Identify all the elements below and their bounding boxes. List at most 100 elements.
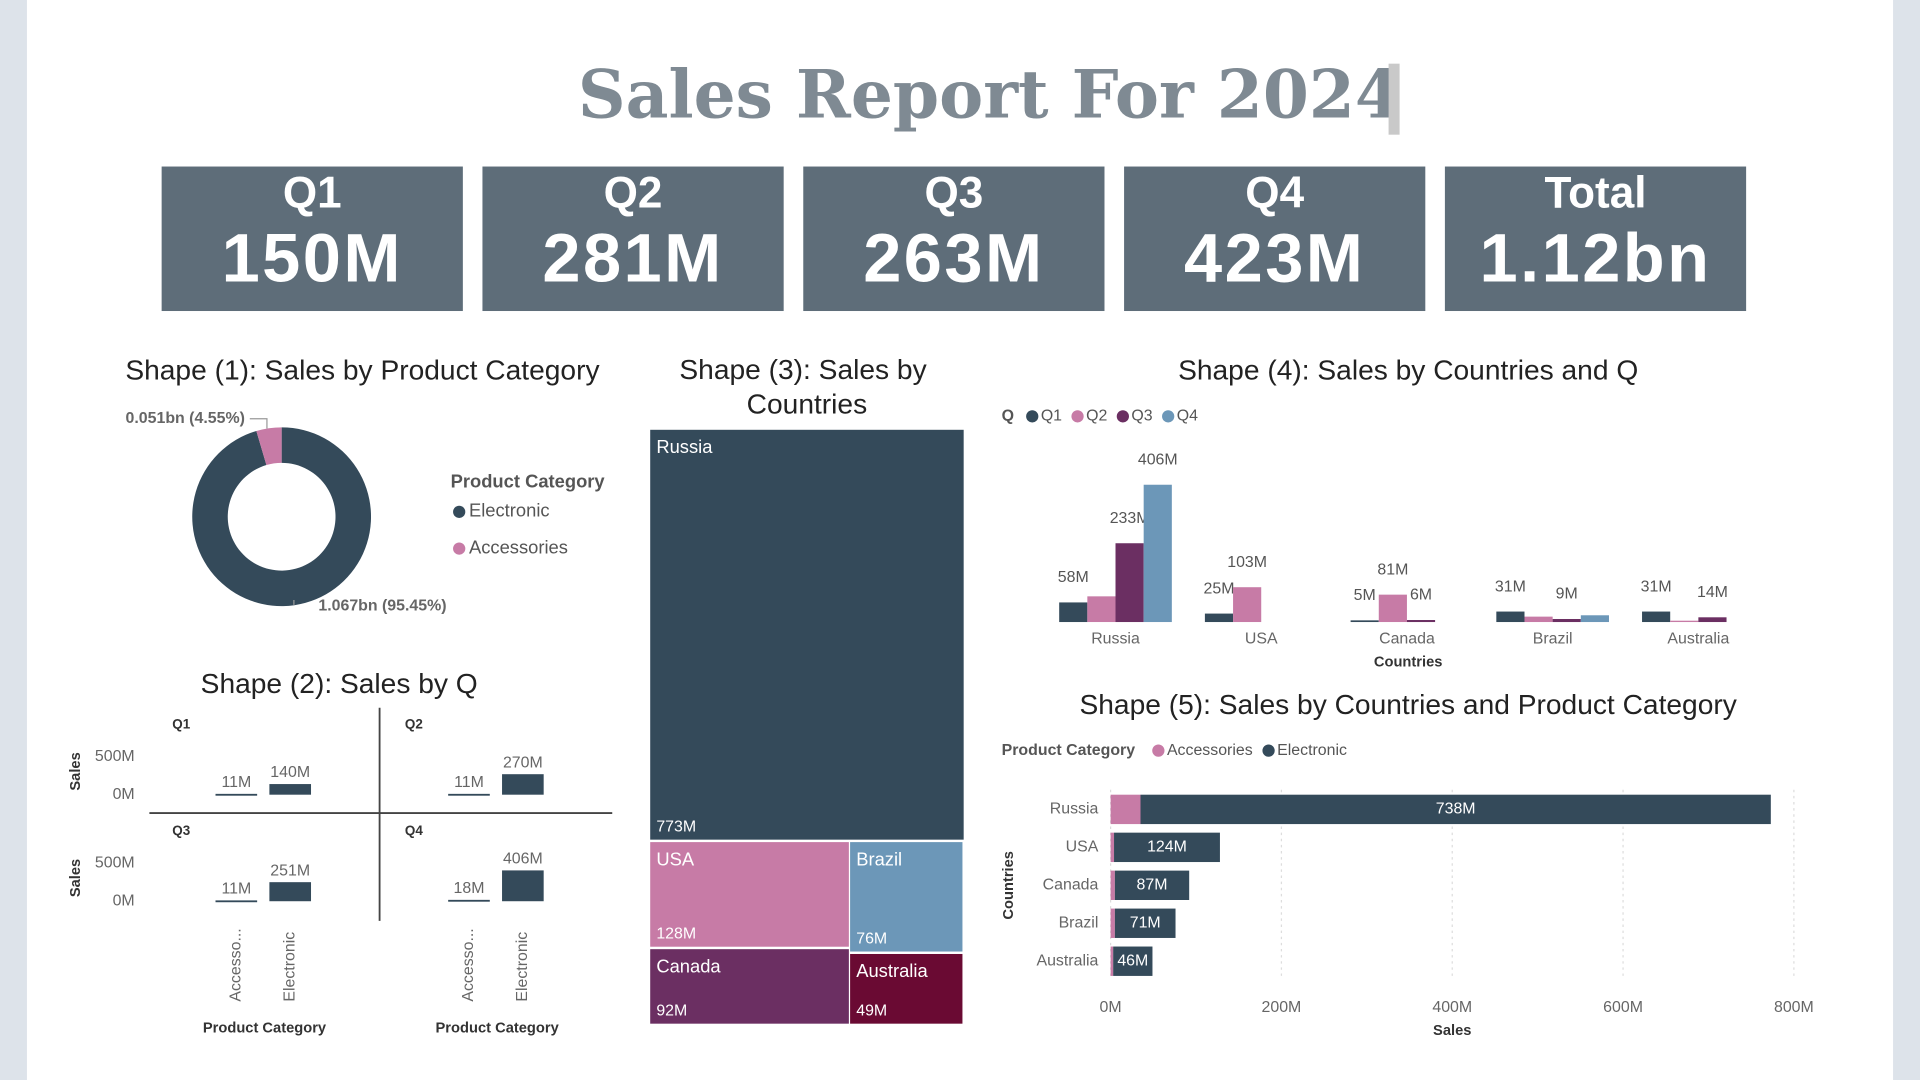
y-tick-label: Canada: [1043, 877, 1099, 894]
bar-segment: [1110, 870, 1115, 900]
legend-swatch: [1026, 410, 1039, 423]
x-axis-label: Product Category: [436, 1020, 560, 1036]
bar: [1670, 620, 1699, 623]
data-label: 81M: [1377, 561, 1408, 578]
legend-label: Q4: [1177, 408, 1198, 425]
x-tick-label: Russia: [1091, 630, 1140, 647]
kpi-value: 263M: [863, 219, 1044, 296]
legend-label: Accessories: [469, 536, 568, 557]
chart-title: Shape (3): Sales by Countries: [679, 355, 934, 420]
x-tick-label: 800M: [1774, 999, 1814, 1016]
data-label: 251M: [270, 862, 310, 879]
title-cursor: [1388, 63, 1400, 135]
bar-segment: [1110, 794, 1141, 825]
chart-title: Shape (2): Sales by Q: [201, 668, 478, 699]
x-tick-label: Electronic: [281, 932, 298, 1002]
kpi-card: [803, 166, 1105, 312]
y-axis-label: Sales: [68, 859, 84, 897]
y-tick-label: 500M: [95, 748, 135, 765]
data-label: 406M: [503, 851, 543, 868]
bar-segment: [1140, 794, 1771, 825]
treemap-cell: [850, 953, 963, 1024]
bar: [269, 882, 312, 902]
data-label: 738M: [1436, 801, 1476, 818]
bar-segment: [1114, 832, 1220, 863]
y-tick-label: USA: [1066, 839, 1099, 856]
legend-label: Electronic: [469, 500, 550, 521]
panel-title: Q3: [172, 823, 190, 838]
y-axis-label: Sales: [68, 752, 84, 790]
bar: [1580, 615, 1609, 623]
chart-title: Shape (4): Sales by Countries and Q: [1178, 355, 1638, 386]
legend-swatch: [1262, 744, 1275, 757]
data-label: 140M: [270, 764, 310, 781]
kpi-value: 281M: [542, 219, 723, 296]
bar-segment: [1113, 946, 1153, 976]
treemap-cell: [650, 949, 849, 1024]
treemap-cell: [650, 842, 849, 947]
y-tick-label: 0M: [113, 892, 135, 909]
y-tick-label: Australia: [1036, 952, 1098, 969]
cell-label: Brazil: [856, 848, 902, 869]
x-tick-label: 600M: [1603, 999, 1643, 1016]
cell-value: 76M: [856, 930, 887, 947]
data-label: 87M: [1137, 877, 1168, 894]
bar: [1552, 618, 1581, 623]
bar: [1642, 611, 1671, 623]
slice-label: 1.067bn (95.45%): [318, 597, 446, 614]
legend-swatch: [1116, 410, 1129, 423]
x-tick-label: 400M: [1432, 999, 1472, 1016]
kpi-value: 150M: [222, 219, 403, 296]
data-label: 5M: [1354, 587, 1376, 604]
x-tick-label: 200M: [1262, 999, 1302, 1016]
x-axis-label: Product Category: [203, 1020, 327, 1036]
legend-swatch: [1152, 744, 1165, 757]
x-tick-label: Accesso...: [228, 928, 245, 1001]
data-label: 6M: [1410, 587, 1432, 604]
x-tick-label: Electronic: [514, 932, 531, 1002]
x-tick-label: USA: [1245, 630, 1278, 647]
legend-swatch: [1071, 410, 1084, 423]
cell-value: 49M: [856, 1003, 887, 1020]
data-label: 71M: [1130, 914, 1161, 931]
bar: [215, 793, 258, 796]
data-label: 270M: [503, 754, 543, 771]
data-label: 14M: [1697, 584, 1728, 601]
kpi-card: [1444, 166, 1747, 312]
legend-swatch: [1162, 410, 1175, 423]
x-tick-label: Accesso...: [460, 928, 477, 1001]
data-label: 103M: [1227, 554, 1267, 571]
cell-label: Canada: [656, 955, 721, 976]
cell-label: Russia: [656, 436, 713, 457]
data-label: 9M: [1556, 586, 1578, 603]
cell-value: 92M: [656, 1003, 687, 1020]
x-tick-label: Canada: [1379, 630, 1435, 647]
data-label: 46M: [1117, 952, 1148, 969]
cell-label: USA: [656, 848, 695, 869]
bar: [502, 774, 544, 795]
legend-title: Q: [1002, 408, 1014, 425]
legend-label: Q2: [1086, 408, 1107, 425]
legend-swatch: [453, 542, 466, 555]
bar: [1524, 616, 1553, 623]
bar: [215, 900, 258, 903]
bar: [448, 899, 490, 902]
bar: [1087, 596, 1116, 623]
panel-title: Q4: [405, 823, 423, 838]
x-tick-label: 0M: [1100, 999, 1122, 1016]
data-label: 11M: [221, 774, 251, 791]
bar: [1350, 620, 1379, 623]
donut-slice: [256, 427, 282, 466]
bar: [1143, 484, 1172, 623]
bar: [1059, 602, 1088, 623]
bar: [1115, 543, 1144, 623]
bar: [502, 870, 544, 902]
legend-label: Q3: [1131, 408, 1152, 425]
data-label: 11M: [221, 881, 251, 898]
bar: [1496, 611, 1525, 623]
bar-segment: [1114, 870, 1190, 900]
bar: [1233, 587, 1262, 623]
bar: [448, 793, 490, 796]
y-tick-label: Russia: [1050, 801, 1099, 818]
kpi-label: Q2: [604, 169, 663, 218]
